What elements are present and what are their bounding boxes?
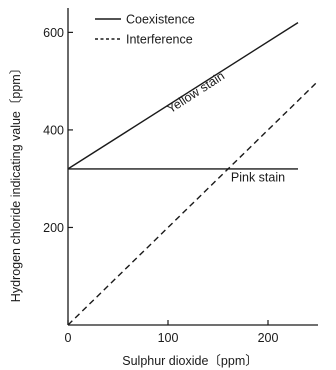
series-line-2 bbox=[67, 80, 319, 326]
x-tick-label: 100 bbox=[158, 331, 179, 345]
ticks: 0 100 200 200 400 600 bbox=[43, 26, 278, 345]
y-axis-label: Hydrogen chloride indicating value〔ppm〕 bbox=[9, 62, 23, 302]
y-tick-label: 400 bbox=[43, 123, 64, 137]
annotation-pink-stain: Pink stain bbox=[231, 171, 285, 185]
x-axis-label: Sulphur dioxide〔ppm〕 bbox=[122, 354, 258, 368]
legend: Coexistence Interference bbox=[95, 13, 195, 47]
x-tick-label: 200 bbox=[258, 331, 279, 345]
legend-label-interference: Interference bbox=[126, 33, 193, 47]
annotation-yellow-stain: Yellow stain bbox=[165, 69, 228, 116]
series-line-0 bbox=[67, 22, 299, 170]
legend-label-coexistence: Coexistence bbox=[126, 13, 195, 27]
axes bbox=[67, 8, 318, 326]
y-tick-label: 200 bbox=[43, 221, 64, 235]
y-tick-label: 600 bbox=[43, 26, 64, 40]
x-tick-label: 0 bbox=[65, 331, 72, 345]
series-lines bbox=[67, 22, 319, 326]
